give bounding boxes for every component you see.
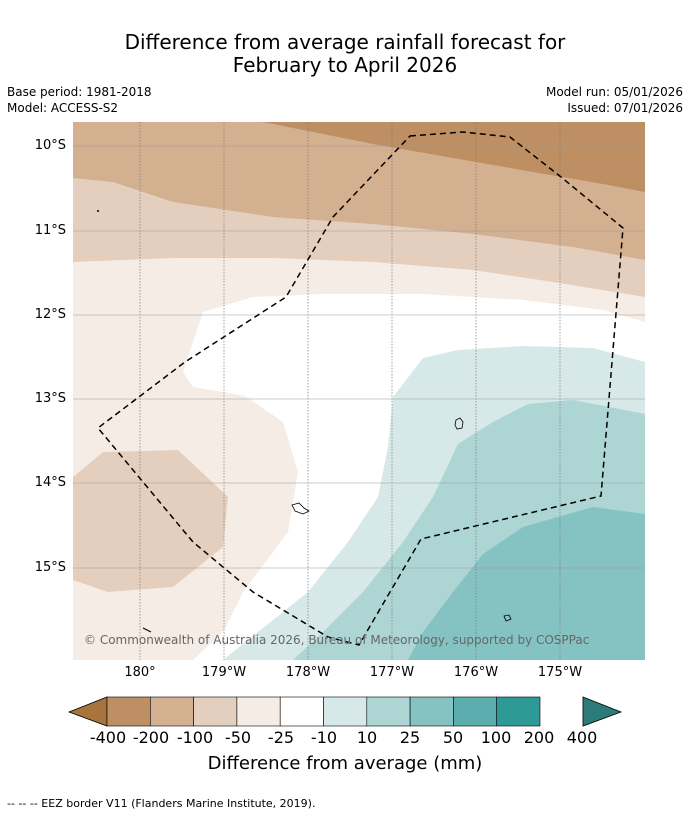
lon-label-177w: 177°W bbox=[369, 665, 415, 680]
colorbar-cell-6 bbox=[323, 696, 368, 727]
model-name: Model: ACCESS-S2 bbox=[7, 101, 119, 115]
colorbar bbox=[67, 696, 623, 727]
lat-label-12s: 12°S bbox=[34, 307, 66, 322]
colorbar-cell-7 bbox=[366, 696, 411, 727]
colorbar-cell-1 bbox=[106, 696, 151, 727]
cb-label-minus-200: -200 bbox=[132, 728, 170, 747]
cb-label-minus-10: -10 bbox=[310, 728, 338, 747]
island-southwest bbox=[142, 627, 152, 633]
island-east bbox=[454, 417, 464, 430]
lon-label-176w: 176°W bbox=[453, 665, 499, 680]
cb-label-plus-200: 200 bbox=[523, 728, 555, 747]
title-line-1: Difference from average rainfall forecas… bbox=[124, 30, 566, 54]
meta-right: Model run: 05/01/2026 Issued: 07/01/2026 bbox=[546, 84, 683, 116]
colorbar-cells bbox=[106, 696, 541, 727]
cb-label-plus-400: 400 bbox=[566, 728, 598, 747]
cb-label-minus-50: -50 bbox=[224, 728, 252, 747]
cb-label-minus-100: -100 bbox=[176, 728, 214, 747]
colorbar-title: Difference from average (mm) bbox=[207, 753, 483, 774]
copyright-text: © Commonwealth of Australia 2026, Bureau… bbox=[84, 633, 590, 647]
rainfall-map bbox=[73, 122, 645, 660]
meridian-lines bbox=[139, 122, 561, 660]
island-central bbox=[291, 502, 310, 515]
map-title: Difference from average rainfall forecas… bbox=[0, 31, 690, 77]
lat-label-15s: 15°S bbox=[34, 560, 66, 575]
issued-date: Issued: 07/01/2026 bbox=[567, 101, 683, 115]
model-run: Model run: 05/01/2026 bbox=[545, 85, 683, 99]
lon-label-180: 180° bbox=[124, 665, 156, 680]
colorbar-cell-2 bbox=[150, 696, 194, 727]
colorbar-cell-9 bbox=[453, 696, 497, 727]
base-period: Base period: 1981-2018 bbox=[7, 85, 152, 99]
parallel-lines bbox=[73, 145, 645, 569]
eez-footer-note: -- -- -- EEZ border V11 (Flanders Marine… bbox=[7, 797, 316, 810]
lon-label-179w: 179°W bbox=[201, 665, 247, 680]
lat-label-13s: 13°S bbox=[34, 391, 66, 406]
band-plus-50 bbox=[408, 507, 645, 660]
colorbar-cell-8 bbox=[409, 696, 454, 727]
meta-left: Base period: 1981-2018 Model: ACCESS-S2 bbox=[7, 84, 152, 116]
lon-label-175w: 175°W bbox=[537, 665, 583, 680]
lat-label-10s: 10°S bbox=[34, 138, 66, 153]
cb-label-plus-100: 100 bbox=[480, 728, 512, 747]
lat-label-11s: 11°S bbox=[34, 223, 66, 238]
title-line-2: February to April 2026 bbox=[232, 53, 458, 77]
cb-label-minus-25: -25 bbox=[267, 728, 295, 747]
map-svg bbox=[73, 122, 645, 660]
colorbar-left-arrow bbox=[67, 696, 108, 727]
band-minus-200 bbox=[263, 122, 645, 192]
lat-label-14s: 14°S bbox=[34, 475, 66, 490]
island-south bbox=[503, 614, 512, 622]
eez-border bbox=[96, 131, 624, 646]
colorbar-cell-3 bbox=[193, 696, 238, 727]
colorbar-cell-4 bbox=[236, 696, 281, 727]
colorbar-right-arrow bbox=[582, 696, 623, 727]
cb-label-minus-400: -400 bbox=[89, 728, 127, 747]
blob-minus-50 bbox=[73, 450, 228, 592]
cb-label-plus-10: 10 bbox=[356, 728, 378, 747]
lon-label-178w: 178°W bbox=[285, 665, 331, 680]
island-dot bbox=[97, 210, 99, 212]
colorbar-cell-5 bbox=[279, 696, 324, 727]
cb-label-plus-25: 25 bbox=[399, 728, 421, 747]
colorbar-cell-10 bbox=[496, 696, 541, 727]
cb-label-plus-50: 50 bbox=[442, 728, 464, 747]
